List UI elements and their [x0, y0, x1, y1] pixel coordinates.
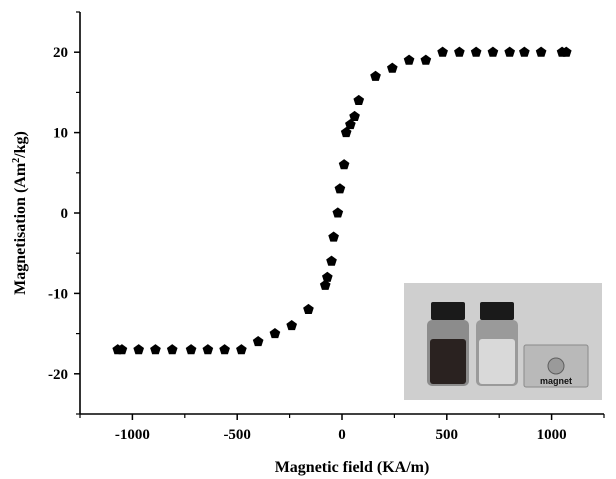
y-tick-label: -20 [48, 367, 68, 383]
inset-photo: magnet [404, 283, 602, 400]
x-tick-label: 500 [436, 427, 459, 443]
data-point [326, 255, 337, 266]
data-point [236, 344, 247, 355]
data-point [150, 344, 161, 355]
magnet-emblem-icon [547, 357, 565, 375]
x-tick-label: -1000 [115, 427, 150, 443]
data-point [328, 231, 339, 242]
data-point [338, 159, 350, 170]
data-point [345, 118, 356, 130]
data-point [319, 279, 331, 290]
ticks: -1000 -500 0 500 1000 -20 -10 0 10 20 [48, 11, 605, 443]
data-point [166, 344, 178, 355]
data-point [560, 46, 572, 57]
data-point [420, 54, 432, 65]
y-tick-label: 0 [61, 206, 69, 222]
data-point [386, 62, 398, 73]
magnet-label: magnet [540, 376, 572, 386]
y-axis-title-main: Magnetisation (Am [12, 162, 29, 295]
y-tick-label: 10 [53, 126, 68, 142]
y-tick-label: 20 [53, 45, 68, 61]
y-axis-title-superscript: 2 [11, 158, 22, 163]
x-tick-label: 1000 [537, 427, 567, 443]
x-tick-label: 0 [338, 427, 346, 443]
data-points [112, 46, 572, 355]
data-point [185, 344, 197, 355]
data-point [403, 54, 415, 65]
data-point [332, 207, 344, 218]
data-point [219, 344, 230, 355]
data-point [269, 328, 281, 339]
y-tick-label: -10 [48, 286, 68, 302]
data-point [116, 344, 128, 355]
data-point [286, 319, 298, 331]
data-point [353, 94, 365, 105]
data-point [340, 127, 352, 138]
y-axis-title-unit: /kg) [12, 131, 29, 159]
data-point [252, 336, 264, 347]
x-tick-label: -500 [223, 427, 251, 443]
vial-dark-liquid [430, 339, 466, 384]
data-point [303, 303, 314, 315]
vial-clear-liquid [479, 339, 515, 384]
data-point [370, 70, 381, 81]
data-point [202, 344, 214, 355]
data-point [504, 46, 516, 57]
data-point [349, 110, 360, 122]
data-point [322, 271, 333, 282]
data-point [133, 344, 145, 355]
vial-clear-cap [480, 302, 514, 320]
x-axis-title: Magnetic field (KA/m) [275, 459, 430, 476]
data-point [487, 46, 499, 57]
data-point [334, 183, 346, 194]
data-point [519, 46, 530, 57]
vial-dark-cap [431, 302, 465, 320]
data-point [437, 46, 448, 57]
y-axis-title: Magnetisation (Am2/kg) [11, 131, 29, 295]
data-point [470, 46, 482, 57]
data-point [535, 46, 547, 57]
data-point [454, 46, 465, 57]
